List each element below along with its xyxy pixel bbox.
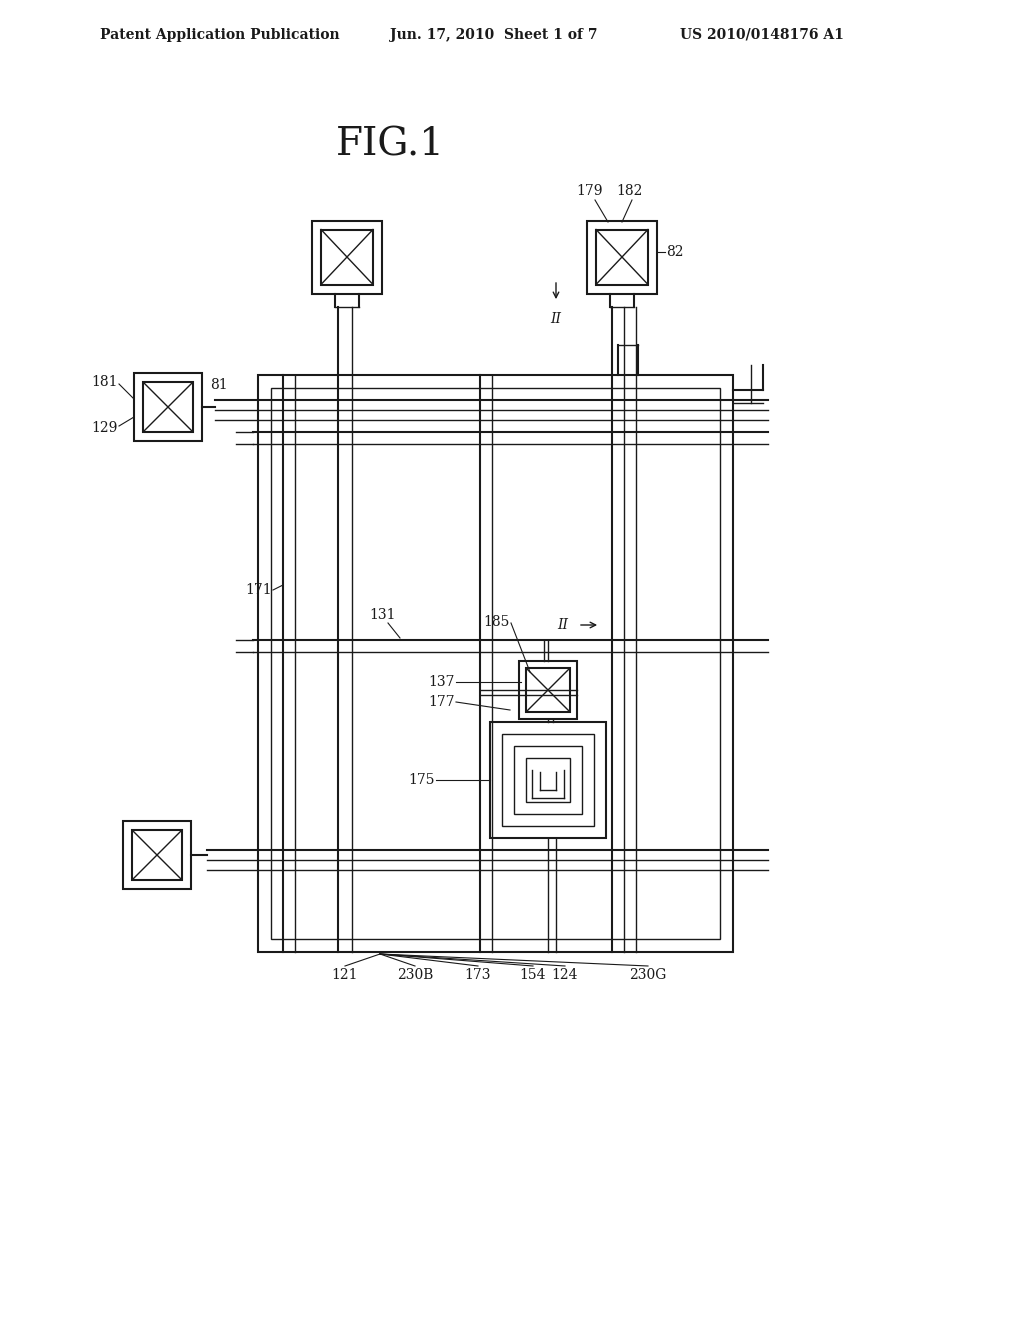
Text: 185: 185 bbox=[483, 615, 510, 630]
Text: Patent Application Publication: Patent Application Publication bbox=[100, 28, 340, 42]
Text: 137: 137 bbox=[428, 675, 455, 689]
Bar bbox=[134, 374, 202, 441]
Bar bbox=[321, 230, 373, 285]
Text: 182: 182 bbox=[616, 183, 643, 198]
Bar bbox=[519, 661, 577, 719]
Bar bbox=[490, 722, 606, 838]
Text: 81: 81 bbox=[210, 378, 227, 392]
Text: FIG.1: FIG.1 bbox=[336, 127, 444, 164]
Text: II: II bbox=[551, 312, 561, 326]
Bar bbox=[312, 220, 382, 293]
Bar bbox=[514, 746, 582, 814]
Text: US 2010/0148176 A1: US 2010/0148176 A1 bbox=[680, 28, 844, 42]
Bar bbox=[132, 830, 182, 880]
Text: 129: 129 bbox=[91, 421, 118, 436]
Text: 124: 124 bbox=[552, 968, 579, 982]
Bar bbox=[271, 388, 720, 939]
Bar bbox=[143, 381, 193, 432]
Text: 82: 82 bbox=[666, 246, 683, 259]
Text: 121: 121 bbox=[332, 968, 358, 982]
Bar bbox=[123, 821, 191, 888]
Text: 175: 175 bbox=[409, 774, 435, 787]
Text: 230B: 230B bbox=[397, 968, 433, 982]
Text: 177: 177 bbox=[428, 696, 455, 709]
Bar bbox=[502, 734, 594, 826]
Text: 131: 131 bbox=[370, 609, 396, 622]
Text: 230G: 230G bbox=[630, 968, 667, 982]
Bar bbox=[526, 668, 570, 711]
Text: 171: 171 bbox=[246, 583, 272, 597]
Bar bbox=[596, 230, 648, 285]
Text: 154: 154 bbox=[520, 968, 546, 982]
Text: Jun. 17, 2010  Sheet 1 of 7: Jun. 17, 2010 Sheet 1 of 7 bbox=[390, 28, 597, 42]
Text: 181: 181 bbox=[91, 375, 118, 389]
Text: 173: 173 bbox=[465, 968, 492, 982]
Bar bbox=[526, 758, 570, 803]
Text: 179: 179 bbox=[577, 183, 603, 198]
Bar bbox=[587, 220, 657, 293]
Bar bbox=[258, 375, 733, 952]
Text: II: II bbox=[557, 618, 568, 632]
